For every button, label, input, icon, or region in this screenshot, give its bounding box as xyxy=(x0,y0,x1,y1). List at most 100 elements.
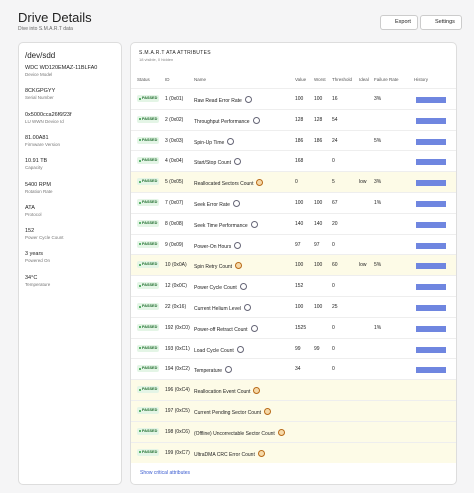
device-panel: /dev/sdd WDC WD120EMAZ-11BLFA0 Device Mod… xyxy=(18,42,122,485)
status-badge: PASSED xyxy=(137,240,160,248)
name-cell: Seek Error Rate xyxy=(194,200,240,208)
export-button[interactable]: Export xyxy=(380,15,418,30)
id-cell: 3 (0x03) xyxy=(165,137,184,144)
failure-rate-cell: 1% xyxy=(374,200,382,206)
id-cell: 1 (0x01) xyxy=(165,96,184,102)
info-icon[interactable] xyxy=(234,241,242,249)
table-row: PASSED 197 (0xC5) Current Pending Sector C… xyxy=(131,400,456,422)
threshold-cell: 0 xyxy=(332,366,335,373)
id-cell: 194 (0xC2) xyxy=(165,366,190,373)
threshold-cell: 54 xyxy=(332,116,338,123)
name-cell: Start/Stop Count xyxy=(194,158,241,166)
id-cell: 192 (0xC0) xyxy=(165,324,190,331)
history-bar xyxy=(416,263,446,270)
info-icon[interactable] xyxy=(244,96,252,103)
status-badge: PASSED xyxy=(137,178,160,186)
info-icon[interactable] xyxy=(239,283,247,291)
status-badge: PASSED xyxy=(137,427,160,435)
value-cell: 99 xyxy=(295,345,301,352)
history-bar xyxy=(416,346,446,353)
info-icon[interactable] xyxy=(256,179,264,187)
id-cell: 10 (0x0A) xyxy=(165,262,187,269)
show-critical-link[interactable]: Show critical attributes xyxy=(140,470,191,476)
id-cell: 5 (0x05) xyxy=(165,179,184,186)
table-row: PASSED 5 (0x05) Reallocated Sectors Count 0… xyxy=(131,171,456,193)
history-bar xyxy=(416,305,446,311)
column-header: Value xyxy=(295,77,307,82)
info-icon[interactable] xyxy=(250,324,258,332)
threshold-cell: 16 xyxy=(332,96,338,102)
field-value: 10.91 TB xyxy=(25,158,48,165)
id-cell: 4 (0x04) xyxy=(165,158,184,165)
info-icon[interactable] xyxy=(235,262,243,270)
field-label: Temperature xyxy=(25,281,51,287)
status-badge: PASSED xyxy=(137,157,160,165)
history-bar xyxy=(416,367,446,374)
field-value: 81.00A81 xyxy=(25,134,49,141)
column-header: Worst xyxy=(314,77,326,82)
table-row: PASSED 10 (0x0A) Spin Retry Count 100 100 60 l… xyxy=(131,254,456,277)
worst-cell: 100 xyxy=(314,304,323,310)
field-label: Powered On xyxy=(25,258,51,264)
info-icon[interactable] xyxy=(257,449,265,457)
status-badge: PASSED xyxy=(137,407,160,414)
name-cell: Spin Retry Count xyxy=(194,262,243,270)
status-badge: PASSED xyxy=(137,448,160,456)
failure-rate-cell: 3% xyxy=(374,96,382,102)
threshold-cell: 24 xyxy=(332,137,338,144)
value-cell: 152 xyxy=(295,283,304,290)
id-cell: 197 (0xC5) xyxy=(165,408,190,414)
name-cell: Temperature xyxy=(194,366,233,374)
info-icon[interactable] xyxy=(277,428,285,436)
status-badge: PASSED xyxy=(137,386,160,394)
value-cell: 128 xyxy=(295,116,304,123)
status-badge: PASSED xyxy=(137,365,160,373)
id-cell: 2 (0x02) xyxy=(165,116,184,123)
history-bar xyxy=(416,242,446,249)
table-row: PASSED 2 (0x02) Throughput Performance 128 1… xyxy=(131,108,456,131)
failure-rate-cell: 3% xyxy=(374,179,382,186)
history-bar xyxy=(416,180,446,187)
table-row: PASSED 199 (0xC7) UltraDMA CRC Error Count xyxy=(131,441,456,464)
history-bar xyxy=(416,138,446,145)
info-icon[interactable] xyxy=(253,387,261,395)
table-row: PASSED 192 (0xC0) Power-off Retract Count 1… xyxy=(131,316,456,339)
name-cell: Current Helium Level xyxy=(194,304,251,312)
column-header: History xyxy=(414,77,429,82)
history-bar xyxy=(416,159,446,166)
info-icon[interactable] xyxy=(227,137,235,145)
table-row: PASSED 7 (0x07) Seek Error Rate 100 100 67 1% xyxy=(131,192,456,214)
info-icon[interactable] xyxy=(236,345,244,353)
table-row: PASSED 194 (0xC2) Temperature 34 0 xyxy=(131,358,456,380)
field-value: 0x5000cca26f6f23f xyxy=(25,111,72,118)
settings-button[interactable]: Settings xyxy=(420,15,462,30)
status-badge: PASSED xyxy=(137,323,160,331)
name-cell: Power-off Retract Count xyxy=(194,324,258,333)
history-bar xyxy=(416,284,446,291)
info-icon[interactable] xyxy=(232,200,240,207)
field-value: 5400 RPM xyxy=(25,181,51,188)
info-icon[interactable] xyxy=(252,116,260,124)
info-icon[interactable] xyxy=(250,220,258,228)
status-badge: PASSED xyxy=(137,115,160,123)
name-cell: Seek Time Performance xyxy=(194,220,258,229)
ideal-cell: low xyxy=(359,262,367,269)
table-row: PASSED 198 (0xC6) (Offline) Uncorrectable … xyxy=(131,420,456,443)
info-icon[interactable] xyxy=(225,366,233,374)
value-cell: 186 xyxy=(295,137,304,144)
failure-rate-cell: 1% xyxy=(374,324,382,331)
history-bar xyxy=(416,221,446,228)
name-cell: Reallocation Event Count xyxy=(194,387,261,395)
threshold-cell: 0 xyxy=(332,158,335,165)
id-cell: 12 (0x0C) xyxy=(165,283,187,290)
info-icon[interactable] xyxy=(243,304,251,311)
id-cell: 196 (0xC4) xyxy=(165,387,190,394)
threshold-cell: 0 xyxy=(332,241,335,248)
table: Status ID Name Value Worst Threshold Ideal Fail… xyxy=(131,43,456,484)
name-cell: Throughput Performance xyxy=(194,116,260,125)
info-icon[interactable] xyxy=(233,158,241,166)
field-label: Power Cycle Count xyxy=(25,235,64,241)
info-icon[interactable] xyxy=(263,408,271,415)
status-badge: PASSED xyxy=(137,95,160,102)
